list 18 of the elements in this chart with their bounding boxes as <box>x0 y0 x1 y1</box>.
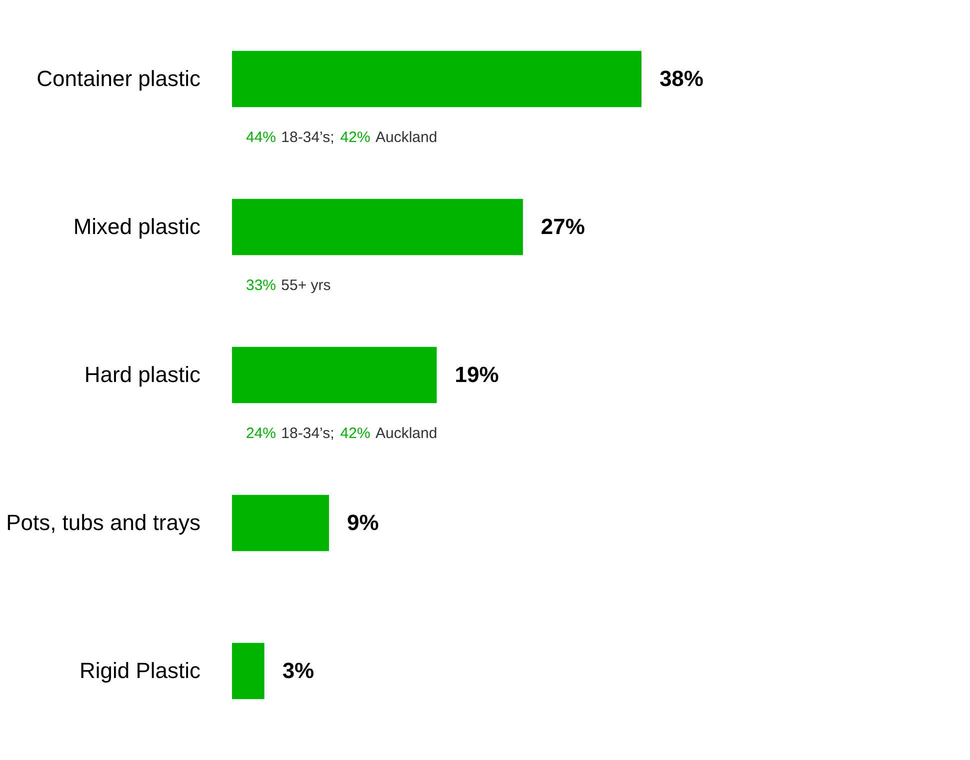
y-tick-label: Mixed plastic <box>73 214 200 239</box>
annotation: 24% 18-34’s; 42% Auckland <box>246 425 438 442</box>
bar <box>232 198 523 256</box>
annotation: 33% 55+ yrs <box>246 277 331 294</box>
bar <box>232 346 437 404</box>
bar <box>232 50 642 108</box>
annotation: 44% 18-34’s; 42% Auckland <box>246 129 438 146</box>
data-label: 3% <box>282 658 314 683</box>
y-tick-label: Pots, tubs and trays <box>6 510 200 535</box>
y-tick-label: Rigid Plastic <box>79 658 200 683</box>
data-label: 38% <box>659 66 704 91</box>
bar <box>232 642 264 700</box>
y-tick-label: Hard plastic <box>84 362 200 387</box>
bar <box>232 494 329 552</box>
y-tick-label: Container plastic <box>36 66 200 91</box>
data-label: 27% <box>540 214 585 239</box>
data-label: 9% <box>346 510 379 535</box>
data-label: 19% <box>454 362 499 387</box>
